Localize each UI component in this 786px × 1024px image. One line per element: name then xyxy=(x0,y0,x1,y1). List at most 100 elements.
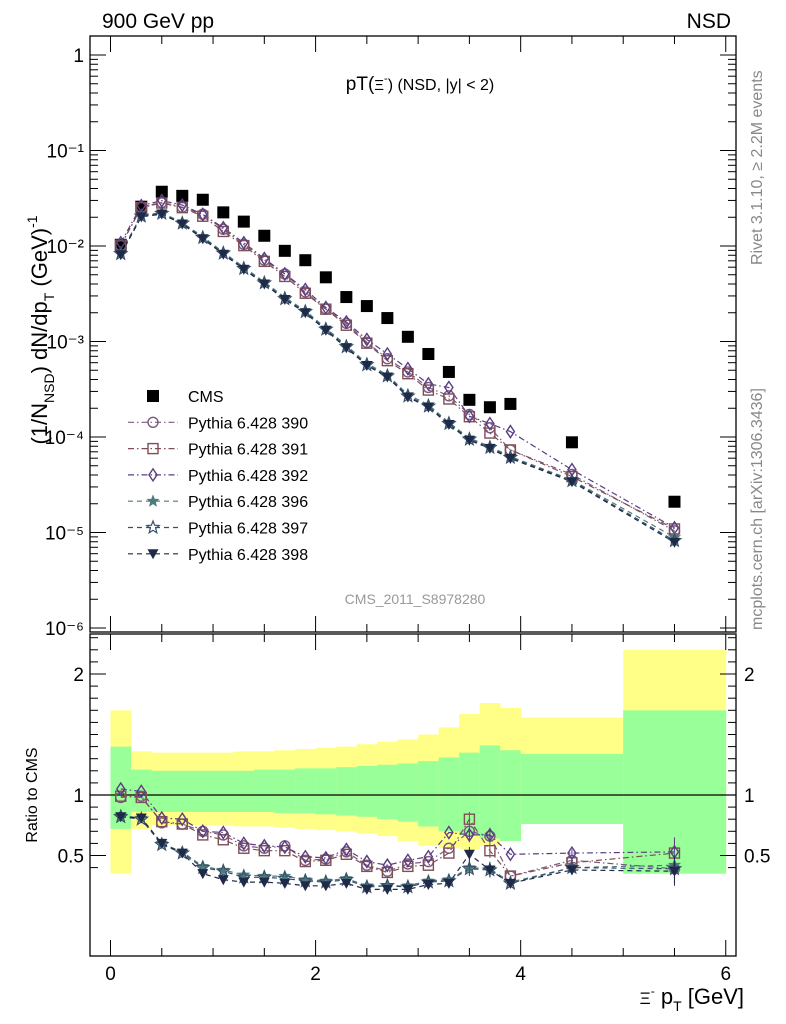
data-point-s0-17 xyxy=(463,393,476,406)
ratio-point-s1-11 xyxy=(340,848,353,860)
top-panel-frame xyxy=(89,35,737,633)
data-point-s2-13 xyxy=(381,354,394,367)
data-point-s3-15 xyxy=(423,376,434,392)
ratio-point-s5-6 xyxy=(238,877,250,888)
ratio-point-s2-16 xyxy=(444,825,454,840)
band-inner-19 xyxy=(500,750,522,841)
legend-marker-5 xyxy=(145,519,161,535)
ratio-point-s5-20 xyxy=(566,865,578,876)
series-line-1 xyxy=(120,201,675,532)
data-point-s0-3 xyxy=(176,189,189,202)
data-point-s6-8 xyxy=(279,295,291,306)
top-ytick-label: 10⁻³ xyxy=(47,333,85,354)
ratio-point-s1-15 xyxy=(422,859,435,871)
ratio-point-s5-12 xyxy=(361,884,373,895)
data-point-s3-17 xyxy=(464,408,475,424)
data-point-s0-21 xyxy=(668,495,681,508)
ratio-point-s3-4 xyxy=(196,859,210,872)
data-point-s6-9 xyxy=(299,308,311,319)
ratio-point-s5-0 xyxy=(115,812,127,823)
ratio-ytick-label: 0.5 xyxy=(58,847,84,868)
data-point-s3-3 xyxy=(177,197,188,213)
ratio-point-s5-11 xyxy=(340,878,352,889)
band-inner-20 xyxy=(520,753,624,825)
data-point-s0-11 xyxy=(340,291,353,304)
band-inner-18 xyxy=(479,745,501,839)
xtick-label: 0 xyxy=(105,964,116,985)
data-point-s3-12 xyxy=(362,332,372,347)
ratio-point-s2-13 xyxy=(382,857,393,873)
legend-marker-4 xyxy=(146,494,160,507)
ratio-line-1 xyxy=(120,795,675,877)
ratio-point-s5-16 xyxy=(443,878,455,889)
ratio-point-s1-3 xyxy=(176,818,188,830)
data-point-s0-18 xyxy=(483,401,496,414)
band-inner-16 xyxy=(438,757,460,832)
plot-title-symbol: Ξ xyxy=(374,77,384,94)
xtick-label: 2 xyxy=(310,964,321,985)
data-point-s0-12 xyxy=(360,300,373,313)
ratio-point-s2-18 xyxy=(485,827,495,843)
data-point-s2-3 xyxy=(176,201,188,214)
x-axis-label: Ξ- pT [GeV] xyxy=(640,984,744,1014)
ratio-point-s1-12 xyxy=(361,860,373,873)
ratio-point-s5-8 xyxy=(279,878,291,889)
band-inner-13 xyxy=(377,764,399,820)
ratio-point-s5-7 xyxy=(258,877,270,888)
legend-label-1: Pythia 6.428 390 xyxy=(188,415,308,432)
series-line-6 xyxy=(120,213,675,543)
legend-marker-3 xyxy=(148,467,158,483)
data-point-s2-9 xyxy=(299,287,312,299)
ratio-point-s1-16 xyxy=(443,847,455,859)
ratio-point-s5-15 xyxy=(422,880,434,891)
data-point-s0-4 xyxy=(196,193,209,206)
ratio-point-s5-14 xyxy=(402,884,414,895)
ratio-line-3 xyxy=(120,815,675,887)
xtick-label: 6 xyxy=(720,964,731,985)
ratio-point-s5-5 xyxy=(217,875,229,886)
data-point-s6-16 xyxy=(443,420,455,431)
band-inner-7 xyxy=(254,769,275,812)
data-point-s0-9 xyxy=(299,254,312,267)
legend-label-2: Pythia 6.428 391 xyxy=(188,442,308,459)
data-point-s6-2 xyxy=(156,209,168,220)
ratio-ytick-label: 1 xyxy=(73,786,84,807)
data-point-s3-19 xyxy=(505,424,516,439)
data-point-s6-3 xyxy=(176,219,188,230)
ratio-point-s2-1 xyxy=(136,784,147,799)
data-point-s0-2 xyxy=(155,185,168,198)
data-point-s6-1 xyxy=(135,212,147,223)
data-point-s6-6 xyxy=(238,264,250,275)
band-inner-8 xyxy=(274,769,296,814)
data-point-s3-11 xyxy=(341,314,352,330)
ratio-point-s2-8 xyxy=(279,839,290,855)
data-point-s6-0 xyxy=(115,250,127,261)
data-point-s0-19 xyxy=(504,397,517,410)
legend-label-6: Pythia 6.428 398 xyxy=(188,547,308,564)
legend-marker-2 xyxy=(147,442,159,455)
ratio-point-s5-2 xyxy=(156,838,168,849)
ratio-point-s1-1 xyxy=(135,791,147,804)
ratio-ytick-label-right: 0.5 xyxy=(744,847,770,868)
data-point-s3-5 xyxy=(218,220,229,236)
ratio-point-s1-8 xyxy=(279,844,291,857)
band-inner-5 xyxy=(213,770,234,812)
watermark: CMS_2011_S8978280 xyxy=(345,591,486,607)
ratio-point-s3-6 xyxy=(237,868,251,881)
ratio-point-s1-18 xyxy=(484,844,496,857)
ratio-point-s2-12 xyxy=(362,854,372,869)
data-point-s0-7 xyxy=(258,229,271,242)
ratio-point-s2-2 xyxy=(156,810,167,826)
ratio-panel: 0.5 0.5 1 1 2 2 0 2 4 6 Ratio to CMS Ξ- pT [GeV] xyxy=(24,633,770,1014)
data-point-s2-18 xyxy=(484,427,496,439)
data-point-s6-12 xyxy=(361,361,373,372)
band-inner-11 xyxy=(336,767,358,816)
data-point-s6-10 xyxy=(320,325,332,336)
top-ytick-label: 10⁻¹ xyxy=(47,142,85,163)
data-point-s3-8 xyxy=(279,266,290,282)
top-ytick-label: 10⁻⁵ xyxy=(45,524,84,545)
data-point-s6-18 xyxy=(484,443,496,454)
ratio-point-s5-21 xyxy=(668,866,680,877)
ratio-point-s1-7 xyxy=(258,844,271,857)
